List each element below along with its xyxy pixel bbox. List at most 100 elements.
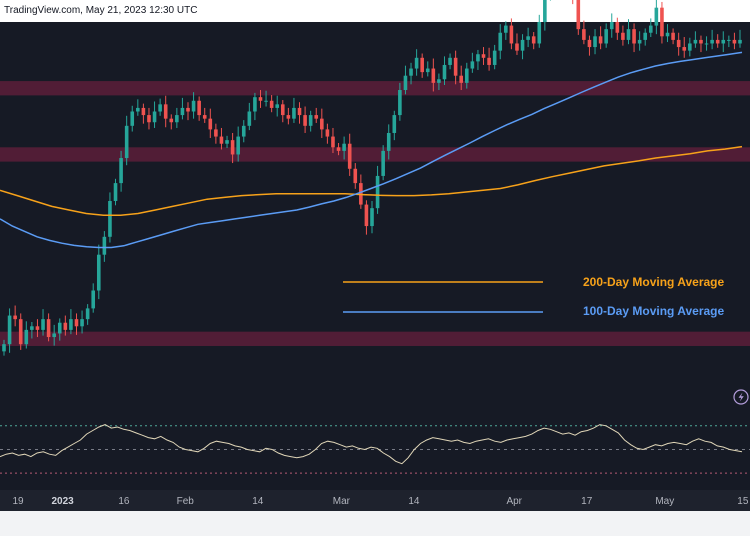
candle-body [576, 0, 581, 30]
candle-body [699, 39, 703, 44]
rsi-line [0, 424, 743, 465]
candle-body [531, 36, 536, 44]
candle-body [63, 322, 68, 330]
candle-body [219, 136, 224, 144]
candle-body [230, 140, 235, 155]
tradingview-watermark: TradingView.com, May 21, 2023 12:30 UTC [4, 5, 198, 16]
time-axis-label: 14 [408, 496, 420, 507]
candle-body [297, 107, 302, 116]
candle-body [738, 39, 742, 44]
time-axis-label: 2023 [51, 496, 74, 507]
candle-body [353, 168, 358, 184]
candle-body [648, 25, 653, 33]
candle-body [102, 236, 107, 255]
candle-body [453, 57, 458, 76]
candle-body [398, 90, 402, 116]
time-axis-labels: 19 2023 16 Feb 14 Mar 14 Apr 17 May 15 [12, 496, 748, 507]
candle-body [693, 39, 698, 44]
candle-body [91, 290, 96, 309]
candle-body [13, 315, 17, 320]
candle-body [615, 22, 620, 33]
candle-body [392, 115, 397, 133]
time-axis-label: Mar [333, 496, 351, 507]
candle-body [124, 125, 129, 159]
candle-body [169, 118, 174, 123]
candle-body [180, 107, 185, 116]
lightning-icon[interactable] [733, 389, 749, 405]
zone-2 [0, 331, 750, 346]
candle-body [46, 319, 51, 338]
rsi-indicator-panel [0, 424, 750, 474]
candle-body [386, 132, 391, 151]
candle-body [57, 322, 62, 334]
candle-body [732, 39, 737, 44]
candle-body [225, 140, 229, 144]
candle-body [258, 97, 263, 101]
candle-body [609, 22, 614, 30]
candle-body [643, 32, 648, 40]
candle-body [654, 7, 659, 26]
candle-body [253, 97, 257, 112]
candle-body [191, 100, 196, 112]
zone-0 [0, 81, 750, 96]
candle-body [520, 39, 525, 51]
candle-body [175, 115, 179, 123]
candle-body [108, 201, 112, 237]
candle-body [604, 29, 608, 44]
candle-body [74, 319, 79, 327]
candle-body [403, 75, 408, 91]
candle-body [543, 0, 547, 22]
candle-body [202, 115, 207, 119]
candle-body [431, 68, 436, 83]
candle-body [626, 29, 631, 40]
candle-body [509, 25, 514, 44]
time-axis-label: 17 [581, 496, 593, 507]
candle-body [136, 107, 140, 112]
candle-body [308, 115, 313, 126]
candle-body [197, 100, 201, 116]
candle-body [163, 104, 168, 119]
time-axis-label: 19 [12, 496, 24, 507]
candle-body [721, 39, 726, 44]
candle-body [637, 39, 642, 44]
candle-body [704, 43, 709, 45]
candle-body [96, 254, 101, 291]
time-axis-label: 14 [252, 496, 264, 507]
time-axis-label: May [655, 496, 674, 507]
time-axis[interactable] [0, 490, 750, 511]
legend-label-ma200: 200-Day Moving Average [583, 275, 724, 289]
chart-legend: 200-Day Moving Average 100-Day Moving Av… [343, 275, 724, 318]
time-axis-label: Feb [177, 496, 195, 507]
candle-body [464, 68, 469, 83]
candle-body [214, 129, 218, 137]
candle-body [119, 158, 123, 184]
time-axis-label: 15 [737, 496, 749, 507]
candle-body [286, 115, 291, 119]
footer-strip [0, 511, 750, 536]
candle-body [515, 43, 519, 51]
candle-body [481, 54, 486, 58]
candle-body [275, 104, 280, 108]
candle-body [487, 57, 491, 65]
zone-1 [0, 147, 750, 162]
candle-body [425, 68, 430, 73]
candle-body [186, 107, 190, 112]
candle-body [665, 32, 670, 37]
candle-body [676, 39, 681, 48]
candle-body [113, 183, 118, 201]
candle-body [420, 57, 424, 73]
candle-body [470, 61, 475, 69]
candle-body [498, 32, 503, 51]
candle-body [727, 39, 731, 41]
candle-body [303, 115, 307, 126]
candle-body [158, 104, 162, 112]
candle-body [370, 208, 374, 227]
candle-body [632, 29, 636, 44]
candle-body [269, 100, 274, 108]
candle-body [30, 326, 34, 330]
candle-body [621, 32, 625, 40]
candle-body [582, 29, 586, 40]
candle-body [526, 36, 530, 40]
candle-body [241, 125, 246, 137]
